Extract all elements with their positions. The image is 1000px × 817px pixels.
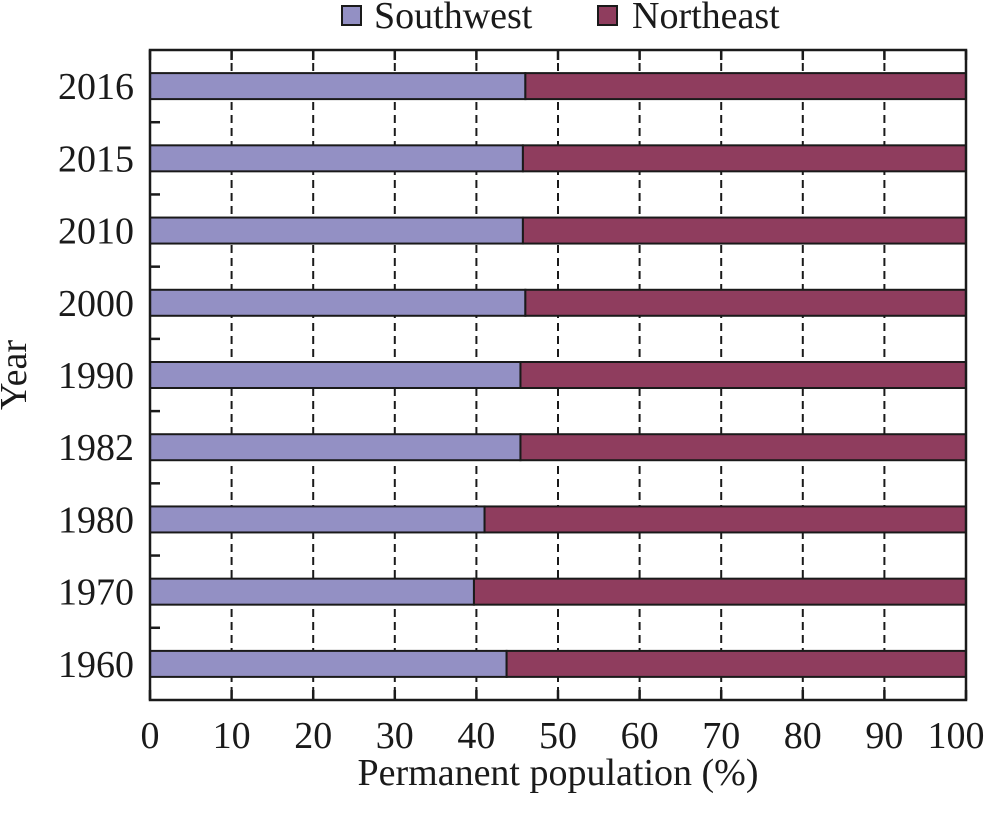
- bar-northeast-2010: [521, 216, 967, 245]
- bar-southwest-1982: [149, 433, 522, 462]
- bar-southwest-2000: [149, 288, 527, 317]
- x-tick-labels: 0 10 20 30 40 50 60 70 80 90 100: [141, 715, 985, 757]
- x-tick-label-20: 20: [294, 715, 332, 757]
- y-tick-label-1990: 1990: [58, 355, 134, 397]
- x-tick-label-70: 70: [702, 715, 740, 757]
- axis-ticks: [148, 50, 968, 700]
- plot-frame: [148, 48, 968, 702]
- bars: [149, 72, 967, 678]
- bar-northeast-1970: [472, 577, 967, 606]
- y-tick-label-1980: 1980: [58, 499, 134, 541]
- legend-label-southwest: Southwest: [374, 0, 533, 37]
- bar-northeast-1990: [519, 361, 967, 389]
- bar-northeast-1980: [483, 505, 967, 534]
- bar-northeast-2015: [521, 144, 967, 173]
- y-tick-label-2015: 2015: [58, 138, 134, 180]
- bar-northeast-1960: [505, 649, 967, 678]
- y-tick-labels: 2016 2015 2010 2000 1990 1982 1980 1970 1960: [58, 66, 134, 686]
- legend-swatch-southwest: [341, 5, 362, 26]
- x-tick-label-0: 0: [141, 715, 160, 757]
- bar-southwest-1960: [149, 649, 508, 678]
- legend-swatch-northeast: [597, 5, 618, 26]
- bar-southwest-2015: [149, 144, 524, 173]
- x-tick-label-40: 40: [457, 715, 495, 757]
- y-tick-label-1970: 1970: [58, 572, 134, 614]
- x-tick-label-60: 60: [621, 715, 659, 757]
- x-tick-label-80: 80: [784, 715, 822, 757]
- bar-northeast-1982: [519, 433, 967, 462]
- legend: Southwest Northeast: [341, 0, 780, 37]
- bar-northeast-2016: [524, 72, 967, 101]
- x-tick-label-30: 30: [376, 715, 414, 757]
- bar-southwest-1980: [149, 505, 486, 534]
- y-tick-label-1960: 1960: [58, 644, 134, 686]
- x-tick-label-10: 10: [213, 715, 251, 757]
- y-axis-label: Year: [0, 340, 35, 410]
- bar-southwest-1990: [149, 361, 522, 389]
- bar-northeast-2000: [524, 288, 967, 317]
- y-tick-label-2016: 2016: [58, 66, 134, 108]
- y-tick-label-2000: 2000: [58, 283, 134, 325]
- x-tick-label-100: 100: [928, 715, 985, 757]
- legend-label-northeast: Northeast: [632, 0, 780, 37]
- y-tick-label-2010: 2010: [58, 211, 134, 253]
- x-axis-label: Permanent population (%): [357, 752, 758, 794]
- bar-southwest-2016: [149, 72, 527, 101]
- bar-southwest-1970: [149, 577, 475, 606]
- bar-southwest-2010: [149, 216, 524, 245]
- x-tick-label-50: 50: [539, 715, 577, 757]
- y-tick-label-1982: 1982: [58, 427, 134, 469]
- x-tick-label-90: 90: [865, 715, 903, 757]
